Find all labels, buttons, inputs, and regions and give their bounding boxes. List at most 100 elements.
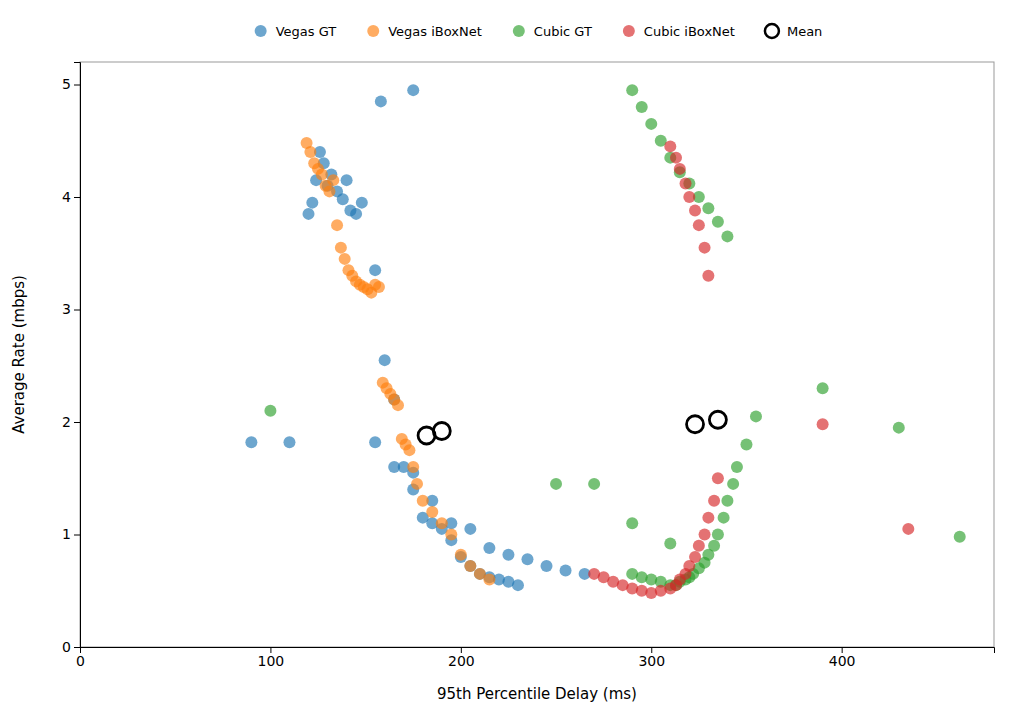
y-tick-mark [74, 422, 80, 423]
legend-item: Cubic GT [513, 24, 592, 39]
y-tick: 5 [62, 76, 80, 92]
y-tick-mark [74, 535, 80, 536]
point [483, 542, 495, 554]
point [708, 540, 720, 552]
y-axis-line [74, 63, 81, 648]
x-tick: 200 [448, 647, 475, 669]
legend-swatch [513, 25, 525, 37]
y-tick-label: 5 [62, 76, 71, 92]
point [817, 418, 829, 430]
point [680, 178, 692, 190]
points [245, 84, 965, 599]
series [264, 84, 965, 591]
x-tick: 300 [638, 647, 665, 669]
point [902, 523, 914, 535]
point [954, 531, 966, 543]
legend-label: Cubic iBoxNet [644, 24, 735, 39]
point [674, 163, 686, 175]
point [664, 140, 676, 152]
y-tick-label: 0 [62, 639, 71, 655]
legend-label: Cubic GT [534, 24, 592, 39]
x-tick: 400 [829, 647, 856, 669]
point [712, 216, 724, 228]
y-tick-mark [74, 85, 80, 86]
x-tick-label: 0 [76, 653, 85, 669]
point [502, 549, 514, 561]
x-axis-title: 95th Percentile Delay (ms) [437, 685, 637, 703]
point [750, 410, 762, 422]
mean-marker [687, 416, 704, 433]
plot-area: 0100200300400012345 [62, 62, 994, 669]
point [693, 540, 705, 552]
y-tick-label: 3 [62, 301, 71, 317]
series [588, 140, 914, 599]
point [331, 219, 343, 231]
point [702, 202, 714, 214]
point [718, 512, 730, 524]
legend-item: Vegas GT [255, 24, 337, 39]
point [436, 517, 448, 529]
point [464, 523, 476, 535]
point [712, 472, 724, 484]
point [327, 174, 339, 186]
point [304, 146, 316, 158]
mean-series [418, 411, 726, 444]
point [403, 444, 415, 456]
legend-swatch [367, 25, 379, 37]
x-axis-line [81, 648, 995, 654]
point [689, 551, 701, 563]
y-tick-label: 4 [62, 189, 71, 205]
y-tick: 0 [62, 639, 80, 655]
point [721, 495, 733, 507]
y-axis-title: Average Rate (mbps) [10, 275, 28, 434]
mean-marker [709, 411, 726, 428]
x-tick: 100 [258, 647, 285, 669]
point [316, 169, 328, 181]
point [335, 242, 347, 254]
y-tick-mark [74, 310, 80, 311]
point [560, 565, 572, 577]
point [727, 478, 739, 490]
point [702, 270, 714, 282]
y-tick: 4 [62, 189, 80, 205]
point [702, 512, 714, 524]
point [636, 101, 648, 113]
point [683, 191, 695, 203]
point [645, 118, 657, 130]
point [541, 560, 553, 572]
x-tick-label: 300 [638, 653, 665, 669]
chart: 010020030040001234595th Percentile Delay… [0, 0, 1024, 717]
x-tick: 0 [76, 647, 85, 669]
point [407, 84, 419, 96]
point [521, 553, 533, 565]
point [689, 205, 701, 217]
point [417, 495, 429, 507]
point [369, 264, 381, 276]
legend-item: Vegas iBoxNet [367, 24, 482, 39]
point [303, 208, 315, 220]
point [379, 354, 391, 366]
series [245, 84, 590, 591]
point [712, 529, 724, 541]
point [626, 517, 638, 529]
legend: Vegas GT Vegas iBoxNet Cubic GT Cubic iBoxN… [255, 24, 823, 39]
point [306, 197, 318, 209]
series [301, 137, 496, 586]
x-tick-label: 200 [448, 653, 475, 669]
legend-swatch [765, 24, 779, 38]
legend-item: Cubic iBoxNet [623, 24, 735, 39]
y-tick-mark [74, 647, 80, 648]
y-tick-mark [74, 197, 80, 198]
point [731, 461, 743, 473]
point [740, 439, 752, 451]
point [483, 574, 495, 586]
x-tick-label: 100 [258, 653, 285, 669]
plot-frame [80, 62, 994, 647]
point [356, 197, 368, 209]
legend-swatch [623, 25, 635, 37]
legend-label: Vegas iBoxNet [388, 24, 482, 39]
point [407, 461, 419, 473]
point [550, 478, 562, 490]
point [817, 382, 829, 394]
point [445, 529, 457, 541]
